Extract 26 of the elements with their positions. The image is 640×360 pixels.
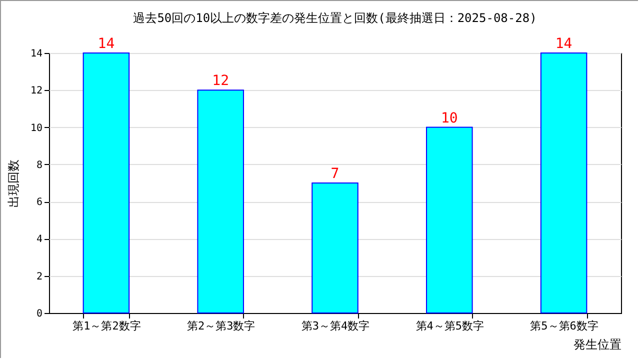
- y-tick-label: 10: [30, 122, 42, 134]
- y-tick-label: 0: [36, 308, 42, 320]
- y-axis-title: 出現回数: [6, 160, 20, 208]
- x-tick-label: 第4～第5数字: [416, 320, 484, 332]
- x-tick-label: 第1～第2数字: [72, 320, 141, 332]
- bar: [312, 182, 358, 314]
- data-label: 14: [555, 36, 572, 52]
- chart-title: 過去50回の10以上の数字差の発生位置と回数(最終抽選日：2025-08-28): [133, 11, 537, 25]
- x-tick-label: 第5～第6数字: [530, 320, 598, 332]
- y-tick-label: 4: [36, 234, 42, 246]
- bar: [197, 90, 244, 314]
- data-label: 10: [440, 110, 458, 126]
- y-tick-label: 6: [36, 197, 42, 208]
- x-tick-label: 第2～第3数字: [186, 320, 256, 332]
- bar: [82, 52, 130, 314]
- x-tick-label: 第3～第4数字: [301, 320, 370, 332]
- y-tick-label: 12: [30, 86, 42, 97]
- x-axis-title: 発生位置: [574, 338, 622, 352]
- y-tick-label: 8: [36, 160, 42, 171]
- y-tick-label: 14: [30, 48, 42, 60]
- bar: [426, 126, 473, 314]
- data-label: 14: [98, 36, 115, 52]
- bar: [540, 52, 588, 314]
- data-label: 7: [330, 166, 340, 182]
- data-label: 12: [212, 73, 230, 90]
- y-tick-label: 2: [36, 271, 42, 282]
